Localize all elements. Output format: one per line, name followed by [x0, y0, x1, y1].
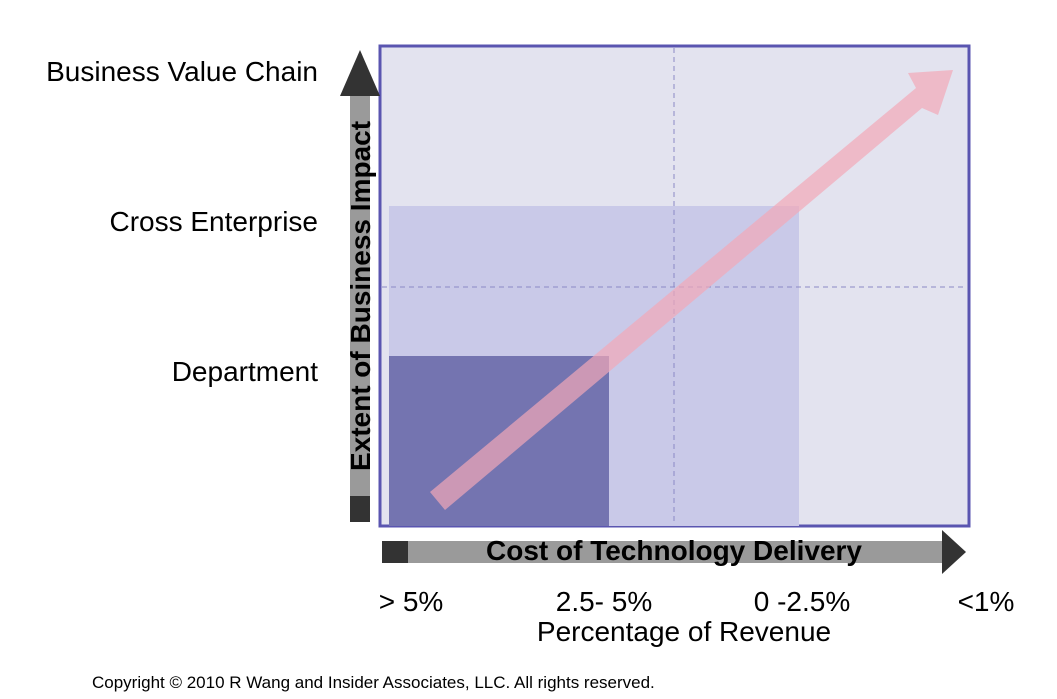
y-level-department: Department — [171, 356, 318, 387]
x-axis-title: Cost of Technology Delivery — [486, 535, 862, 566]
x-tick-2-5-to-5: 2.5- 5% — [555, 586, 653, 617]
x-axis-arrow — [382, 530, 966, 574]
x-axis-subtitle: Percentage of Revenue — [536, 616, 832, 647]
y-level-cross-enterprise: Cross Enterprise — [109, 206, 318, 237]
x-tick-over-5: > 5% — [378, 586, 444, 617]
x-tick-0-to-2-5: 0 -2.5% — [753, 586, 851, 617]
y-axis-title: Extent of Business Impact — [345, 121, 376, 471]
x-tick-under-1: <1% — [957, 586, 1015, 617]
copyright-notice: Copyright © 2010 R Wang and Insider Asso… — [92, 673, 655, 692]
trend-arrow — [430, 70, 953, 510]
y-level-business-value-chain: Business Value Chain — [46, 56, 318, 87]
y-axis-arrow — [340, 50, 380, 522]
